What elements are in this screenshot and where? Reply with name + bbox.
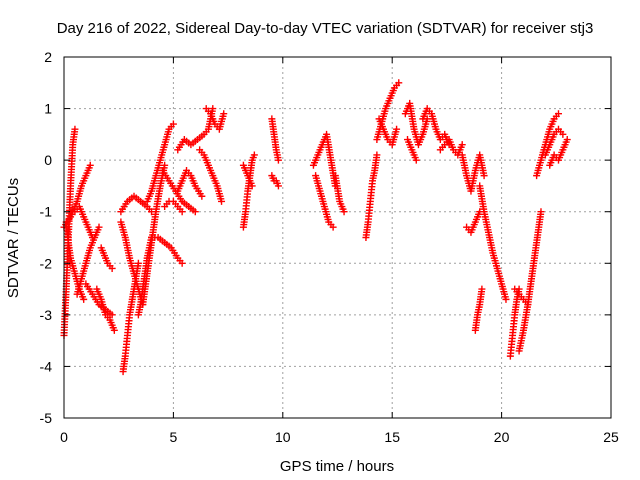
data-point-marker [458,141,466,149]
series-trace-ak [463,208,484,236]
series-trace-h [97,244,116,272]
data-point-marker [86,161,94,169]
series-trace-u [202,105,228,133]
series-trace-ab [331,172,348,216]
tick-layer [63,56,612,419]
series-trace-ao [515,208,545,355]
data-point-marker [218,197,226,205]
data-point-marker [393,125,401,133]
x-tick-label: 25 [603,429,619,445]
series-trace-o [148,234,186,267]
series-trace-q [161,197,186,216]
series-trace-ag [404,136,420,164]
series-trace-k [117,192,156,216]
series-trace-a [60,125,79,339]
series-trace-ar [541,125,567,159]
data-point-marker [412,156,420,164]
data-point-marker [248,182,256,190]
series-trace-n [143,120,177,205]
chart-title: Day 216 of 2022, Sidereal Day-to-day VTE… [57,20,594,37]
x-tick-label: 15 [384,429,400,445]
data-point-marker [478,285,486,293]
series-trace-d [71,203,96,241]
series-trace-g [93,285,118,334]
series-trace-ad [373,79,403,144]
data-point-marker [134,259,142,267]
series-trace-ap [511,285,532,309]
plot-frame [63,56,612,419]
series-trace-aj [458,151,488,195]
data-point-marker [554,110,562,118]
y-tick-label: -5 [40,410,53,426]
x-tick-label: 0 [60,429,68,445]
series-trace-s [174,166,206,200]
data-point-marker [178,259,186,267]
y-tick-label: -2 [40,255,53,271]
data-point-marker [169,120,177,128]
series-trace-ac [362,151,381,241]
data-point-marker [524,301,532,309]
data-point-marker [274,182,282,190]
data-point-marker [329,223,337,231]
data-point-marker [198,192,206,200]
data-point-marker [340,208,348,216]
y-tick-label: 2 [44,49,52,65]
data-point-marker [480,172,488,180]
x-tick-label: 20 [494,429,510,445]
y-axis-title: SDTVAR / TECUs [5,178,22,298]
data-point-marker [250,151,258,159]
data-point-marker [502,295,510,303]
series-trace-al [476,182,510,303]
x-tick-label: 10 [275,429,291,445]
data-point-marker [71,125,79,133]
y-tick-label: -1 [40,204,53,220]
data-point-marker [178,208,186,216]
y-tick-label: 1 [44,101,52,117]
x-axis-title: GPS time / hours [280,458,394,475]
data-point-marker [274,156,282,164]
y-tick-label: -3 [40,307,53,323]
series-trace-t [196,146,226,205]
data-point-marker [395,79,403,87]
series-trace-f [82,280,116,319]
data-point-marker [220,110,228,118]
series-trace-y [268,172,282,190]
data-point-marker [373,151,381,159]
series-trace-m [134,234,156,319]
data-point-marker [108,264,116,272]
series-trace-v [239,151,258,231]
series-trace-aa [312,172,337,231]
data-point-marker [108,311,116,319]
series-trace-x [268,115,282,164]
series-trace-am [471,285,486,334]
y-tick-label: -4 [40,358,53,374]
data-point-marker [80,295,88,303]
data-point-marker [563,136,571,144]
series-trace-ae [375,115,401,149]
grid-layer [64,57,611,418]
series-trace-ai [436,136,466,159]
series-trace-e [73,223,103,298]
series-trace-p [158,166,199,216]
x-tick-label: 5 [170,429,178,445]
series-trace-as [546,136,571,169]
data-layer [60,79,571,376]
data-point-marker [191,208,199,216]
data-point-marker [209,105,217,113]
series-trace-c [60,161,94,231]
y-tick-label: 0 [44,152,52,168]
data-point-marker [95,223,103,231]
data-point-marker [559,130,567,138]
data-point-marker [110,326,118,334]
series-trace-aq [533,110,562,180]
data-point-marker [537,208,545,216]
series-trace-w [239,161,256,190]
data-point-marker [161,161,169,169]
series-trace-af [401,99,431,149]
